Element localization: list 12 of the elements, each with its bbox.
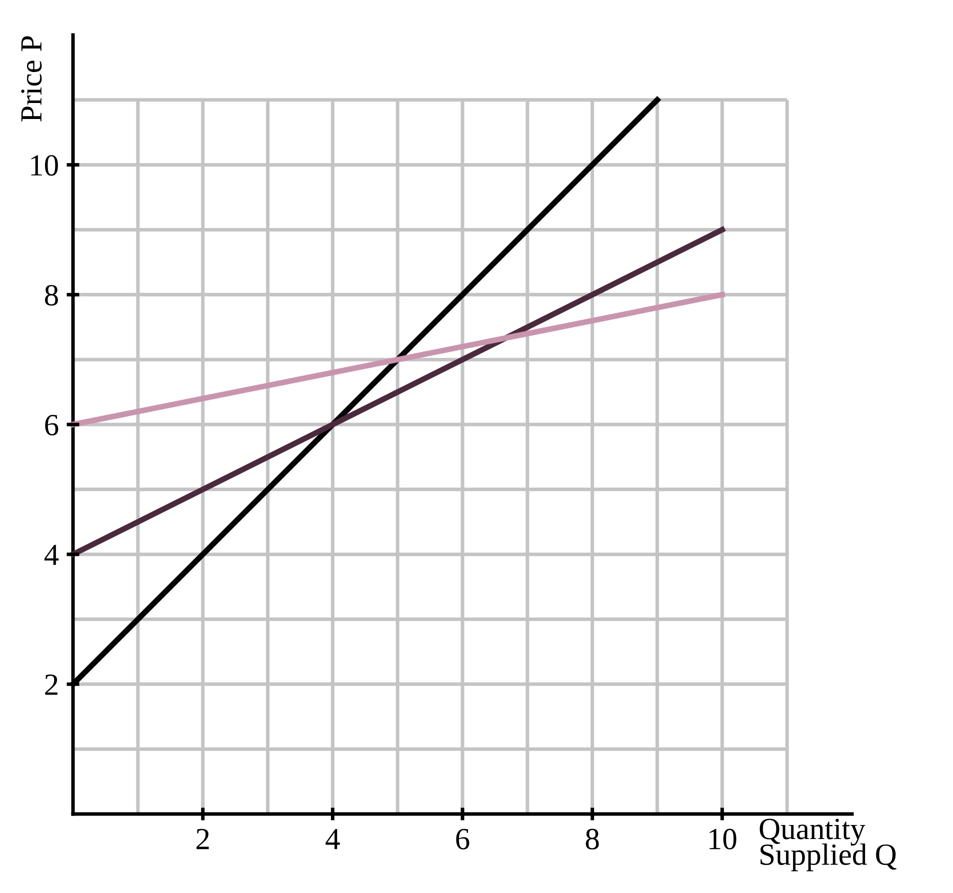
x-tick-label: 10	[710, 828, 736, 850]
y-tick-label: 10	[31, 155, 58, 176]
x-axis-title: Quantity Supplied Q	[760, 818, 896, 872]
y-tick-label: 8	[45, 284, 58, 306]
y-tick-label: 6	[45, 414, 58, 436]
y-axis-title: Price P	[21, 36, 42, 122]
x-tick-label: 4	[326, 828, 340, 850]
x-tick-label: 6	[456, 828, 470, 850]
x-tick-label: 8	[586, 828, 599, 850]
y-tick-label: 4	[44, 544, 59, 565]
x-tick-label: 2	[196, 828, 209, 850]
y-tick-label: 2	[45, 674, 58, 695]
